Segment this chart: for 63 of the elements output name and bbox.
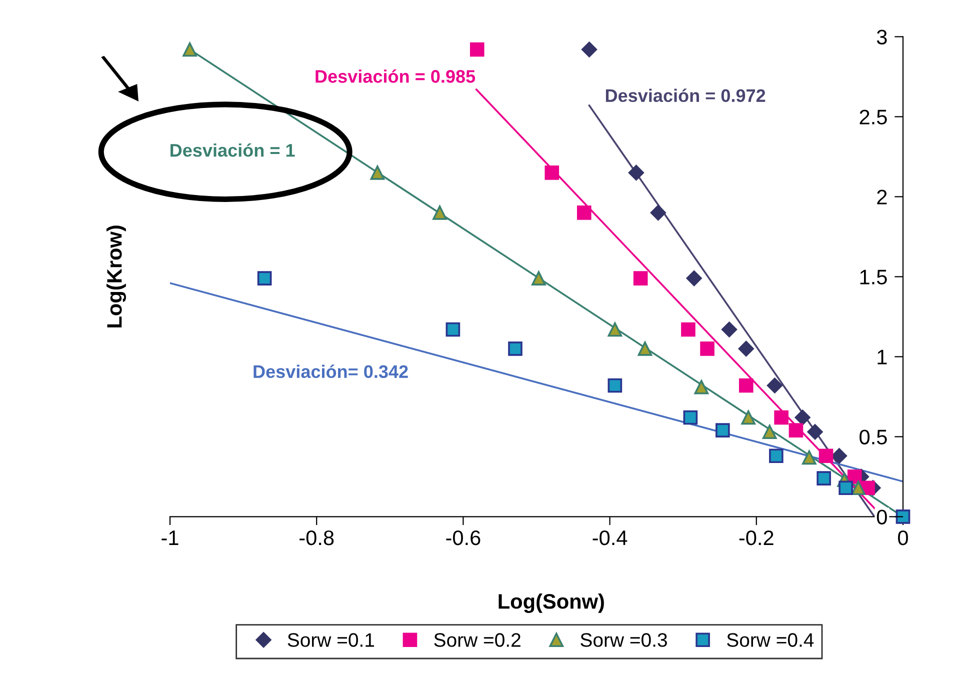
point <box>581 42 598 58</box>
point <box>769 448 784 464</box>
point <box>738 378 754 393</box>
x-axis-title: Log(Sonw) <box>498 594 604 614</box>
legend-label: Sorw =0.4 <box>727 633 814 647</box>
point <box>608 378 622 393</box>
annotation: Desviación= 0.342 <box>254 364 408 378</box>
point <box>762 424 777 440</box>
point <box>257 271 272 286</box>
point <box>694 380 709 394</box>
point <box>650 204 666 220</box>
point <box>741 410 756 425</box>
point <box>794 410 810 426</box>
point <box>807 424 823 440</box>
point <box>508 342 522 356</box>
point <box>432 206 447 220</box>
point <box>788 423 804 438</box>
x-tick-label: -0.8 <box>300 530 334 546</box>
point <box>681 322 696 337</box>
y-tick-label: 2.5 <box>860 110 887 124</box>
point <box>738 340 754 356</box>
point <box>576 206 592 220</box>
point <box>446 322 460 337</box>
legend-label: Sorw =0.1 <box>288 633 374 647</box>
point <box>683 410 698 425</box>
x-tick-label: -0.4 <box>592 530 628 546</box>
point <box>774 410 788 425</box>
point <box>638 342 652 356</box>
x-tick-label: -1 <box>162 530 178 545</box>
x-tick-label: -0.2 <box>739 530 774 546</box>
point <box>766 378 783 394</box>
point <box>722 322 738 338</box>
y-tick-label: 1.5 <box>860 270 887 284</box>
point <box>686 270 702 286</box>
point <box>816 471 831 486</box>
y-axis-title: Log(Krow) <box>106 226 126 328</box>
point <box>633 271 648 286</box>
point <box>470 42 484 57</box>
x-tick-label: 0 <box>898 530 908 546</box>
point <box>818 448 834 464</box>
point <box>851 480 866 496</box>
point <box>544 166 560 180</box>
point <box>532 271 546 286</box>
annotation: Desviación = 0.985 <box>316 69 476 83</box>
annotation: Desviación = 1 <box>170 143 295 157</box>
point <box>700 342 714 356</box>
point <box>628 164 644 180</box>
point <box>802 450 816 465</box>
annotation: Desviación = 0.972 <box>606 88 766 102</box>
x-tick-label: -0.6 <box>446 530 480 546</box>
y-tick-label: 0.5 <box>860 430 887 444</box>
y-tick-label: 2 <box>877 190 887 204</box>
point <box>370 166 385 180</box>
point <box>182 42 197 57</box>
y-tick-label: 1 <box>878 350 887 364</box>
y-tick-label: 3 <box>876 30 887 44</box>
legend-label: Sorw =0.2 <box>434 633 520 647</box>
point <box>831 448 848 464</box>
point <box>716 423 730 438</box>
legend-label: Sorw =0.3 <box>580 633 667 647</box>
point <box>838 480 853 496</box>
y-tick-label: 0 <box>876 510 887 524</box>
point <box>608 322 622 337</box>
